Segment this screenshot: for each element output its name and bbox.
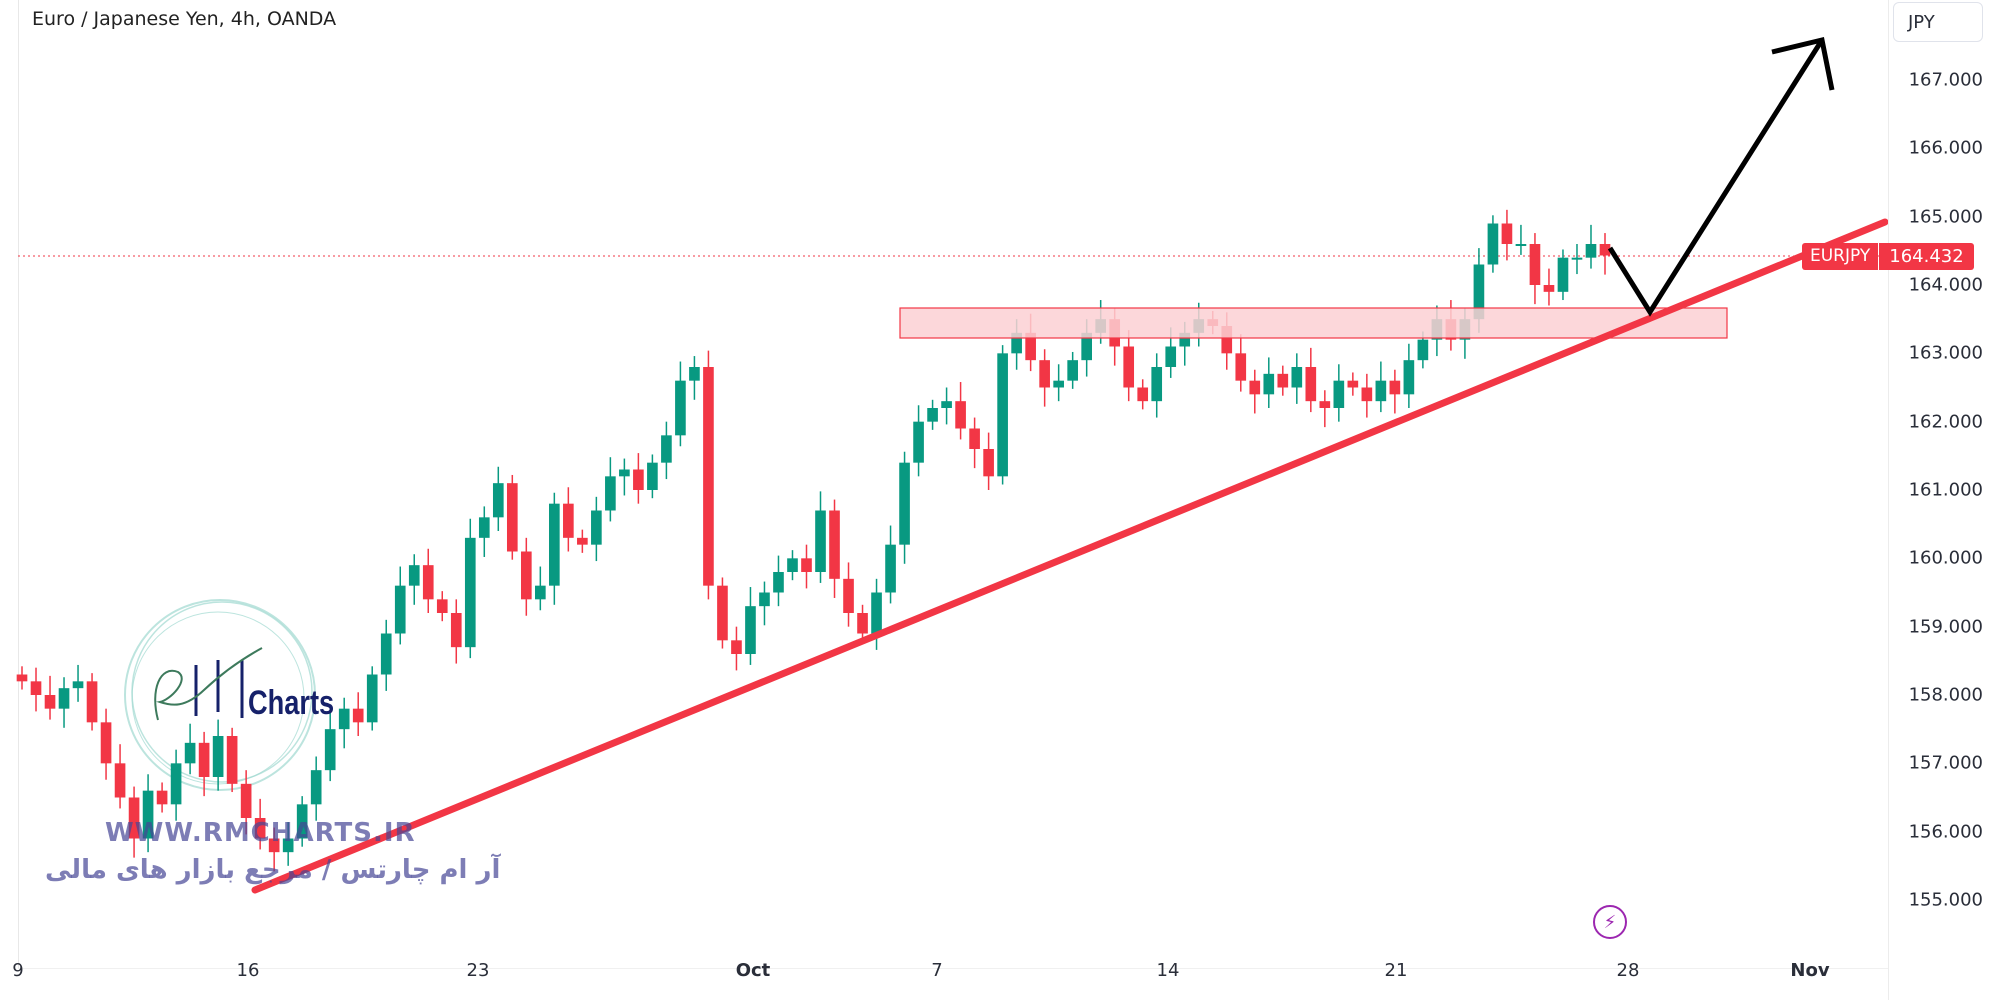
y-tick-label: 160.000 xyxy=(1908,547,1983,569)
projection-arrow[interactable] xyxy=(1607,38,1825,317)
x-tick-label: 23 xyxy=(466,960,490,981)
ascending-trendline[interactable] xyxy=(251,218,1889,894)
x-tick-label: Nov xyxy=(1790,960,1830,981)
y-tick-label: 158.000 xyxy=(1908,684,1983,706)
watermark-url: WWW.RMCHARTS.IR xyxy=(105,818,416,848)
watermark-logo-candles xyxy=(194,660,244,718)
chart-title: Euro / Japanese Yen, 4h, OANDA xyxy=(32,8,337,30)
x-tick-label: 21 xyxy=(1384,960,1408,981)
watermark-logo-script xyxy=(154,647,263,721)
y-tick-label: 167.000 xyxy=(1908,69,1983,91)
resistance-zone[interactable] xyxy=(899,307,1728,339)
x-tick-label: 14 xyxy=(1156,960,1180,981)
last-price-value: 164.432 xyxy=(1879,243,1974,270)
price-axis[interactable]: 167.000 166.000 165.000 164.000 163.000 162.0… xyxy=(1888,0,2000,1000)
chart-pane[interactable] xyxy=(18,0,1889,968)
y-tick-label: 157.000 xyxy=(1908,752,1983,774)
y-tick-label: 165.000 xyxy=(1908,206,1983,228)
y-tick-label: 155.000 xyxy=(1908,889,1983,911)
watermark-logo-circle xyxy=(124,599,316,791)
y-tick-label: 162.000 xyxy=(1908,411,1983,433)
y-tick-label: 163.000 xyxy=(1908,342,1983,364)
y-tick-label: 161.000 xyxy=(1908,479,1983,501)
watermark-farsi: آر ام چارتس / مرجع بازار های مالی xyxy=(45,855,501,885)
y-tick-label: 159.000 xyxy=(1908,616,1983,638)
y-tick-label: 166.000 xyxy=(1908,137,1983,159)
y-tick-label: 156.000 xyxy=(1908,821,1983,843)
watermark-logo-text: Charts xyxy=(248,684,335,722)
arrowhead-icon xyxy=(1771,36,1835,91)
time-axis[interactable] xyxy=(18,968,1888,1001)
bolt-icon[interactable]: ⚡ xyxy=(1593,905,1627,939)
currency-button[interactable]: JPY xyxy=(1893,2,1983,42)
x-tick-label: Oct xyxy=(735,960,771,981)
y-tick-label: 164.000 xyxy=(1908,274,1983,296)
last-price-tag: EURJPY 164.432 xyxy=(1802,243,1974,270)
x-tick-label: 7 xyxy=(931,960,943,981)
x-tick-label: 9 xyxy=(12,960,24,981)
bolt-glyph: ⚡ xyxy=(1603,911,1617,933)
x-tick-label: 16 xyxy=(236,960,260,981)
x-tick-label: 28 xyxy=(1616,960,1640,981)
symbol-label: EURJPY xyxy=(1802,243,1879,270)
